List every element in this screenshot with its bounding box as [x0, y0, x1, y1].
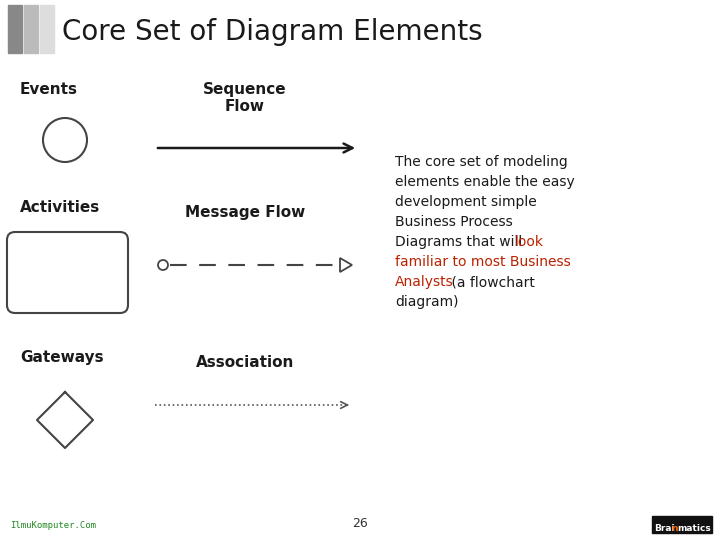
Text: Core Set of Diagram Elements: Core Set of Diagram Elements — [62, 18, 482, 46]
Text: look: look — [515, 235, 544, 249]
Text: IlmuKomputer.Com: IlmuKomputer.Com — [10, 521, 96, 530]
Text: The core set of modeling: The core set of modeling — [395, 155, 568, 169]
Text: development simple: development simple — [395, 195, 536, 209]
Bar — [8, 5, 22, 53]
Text: familiar to most Business: familiar to most Business — [395, 255, 571, 269]
Text: (a flowchart: (a flowchart — [447, 275, 535, 289]
Text: Message Flow: Message Flow — [185, 205, 305, 220]
Text: Events: Events — [20, 82, 78, 97]
Text: diagram): diagram) — [395, 295, 459, 309]
Text: 26: 26 — [352, 517, 368, 530]
Text: Activities: Activities — [20, 200, 100, 215]
Text: n: n — [671, 524, 678, 533]
Text: Gateways: Gateways — [20, 350, 104, 365]
Text: Sequence
Flow: Sequence Flow — [203, 82, 287, 114]
Text: Association: Association — [196, 355, 294, 370]
Bar — [24, 5, 38, 53]
Text: Analysts: Analysts — [395, 275, 454, 289]
Text: matics: matics — [677, 524, 711, 533]
Bar — [40, 5, 54, 53]
Text: Brai: Brai — [654, 524, 675, 533]
Text: Business Process: Business Process — [395, 215, 513, 229]
Text: elements enable the easy: elements enable the easy — [395, 175, 575, 189]
Text: Diagrams that will: Diagrams that will — [395, 235, 526, 249]
Bar — [652, 516, 712, 533]
